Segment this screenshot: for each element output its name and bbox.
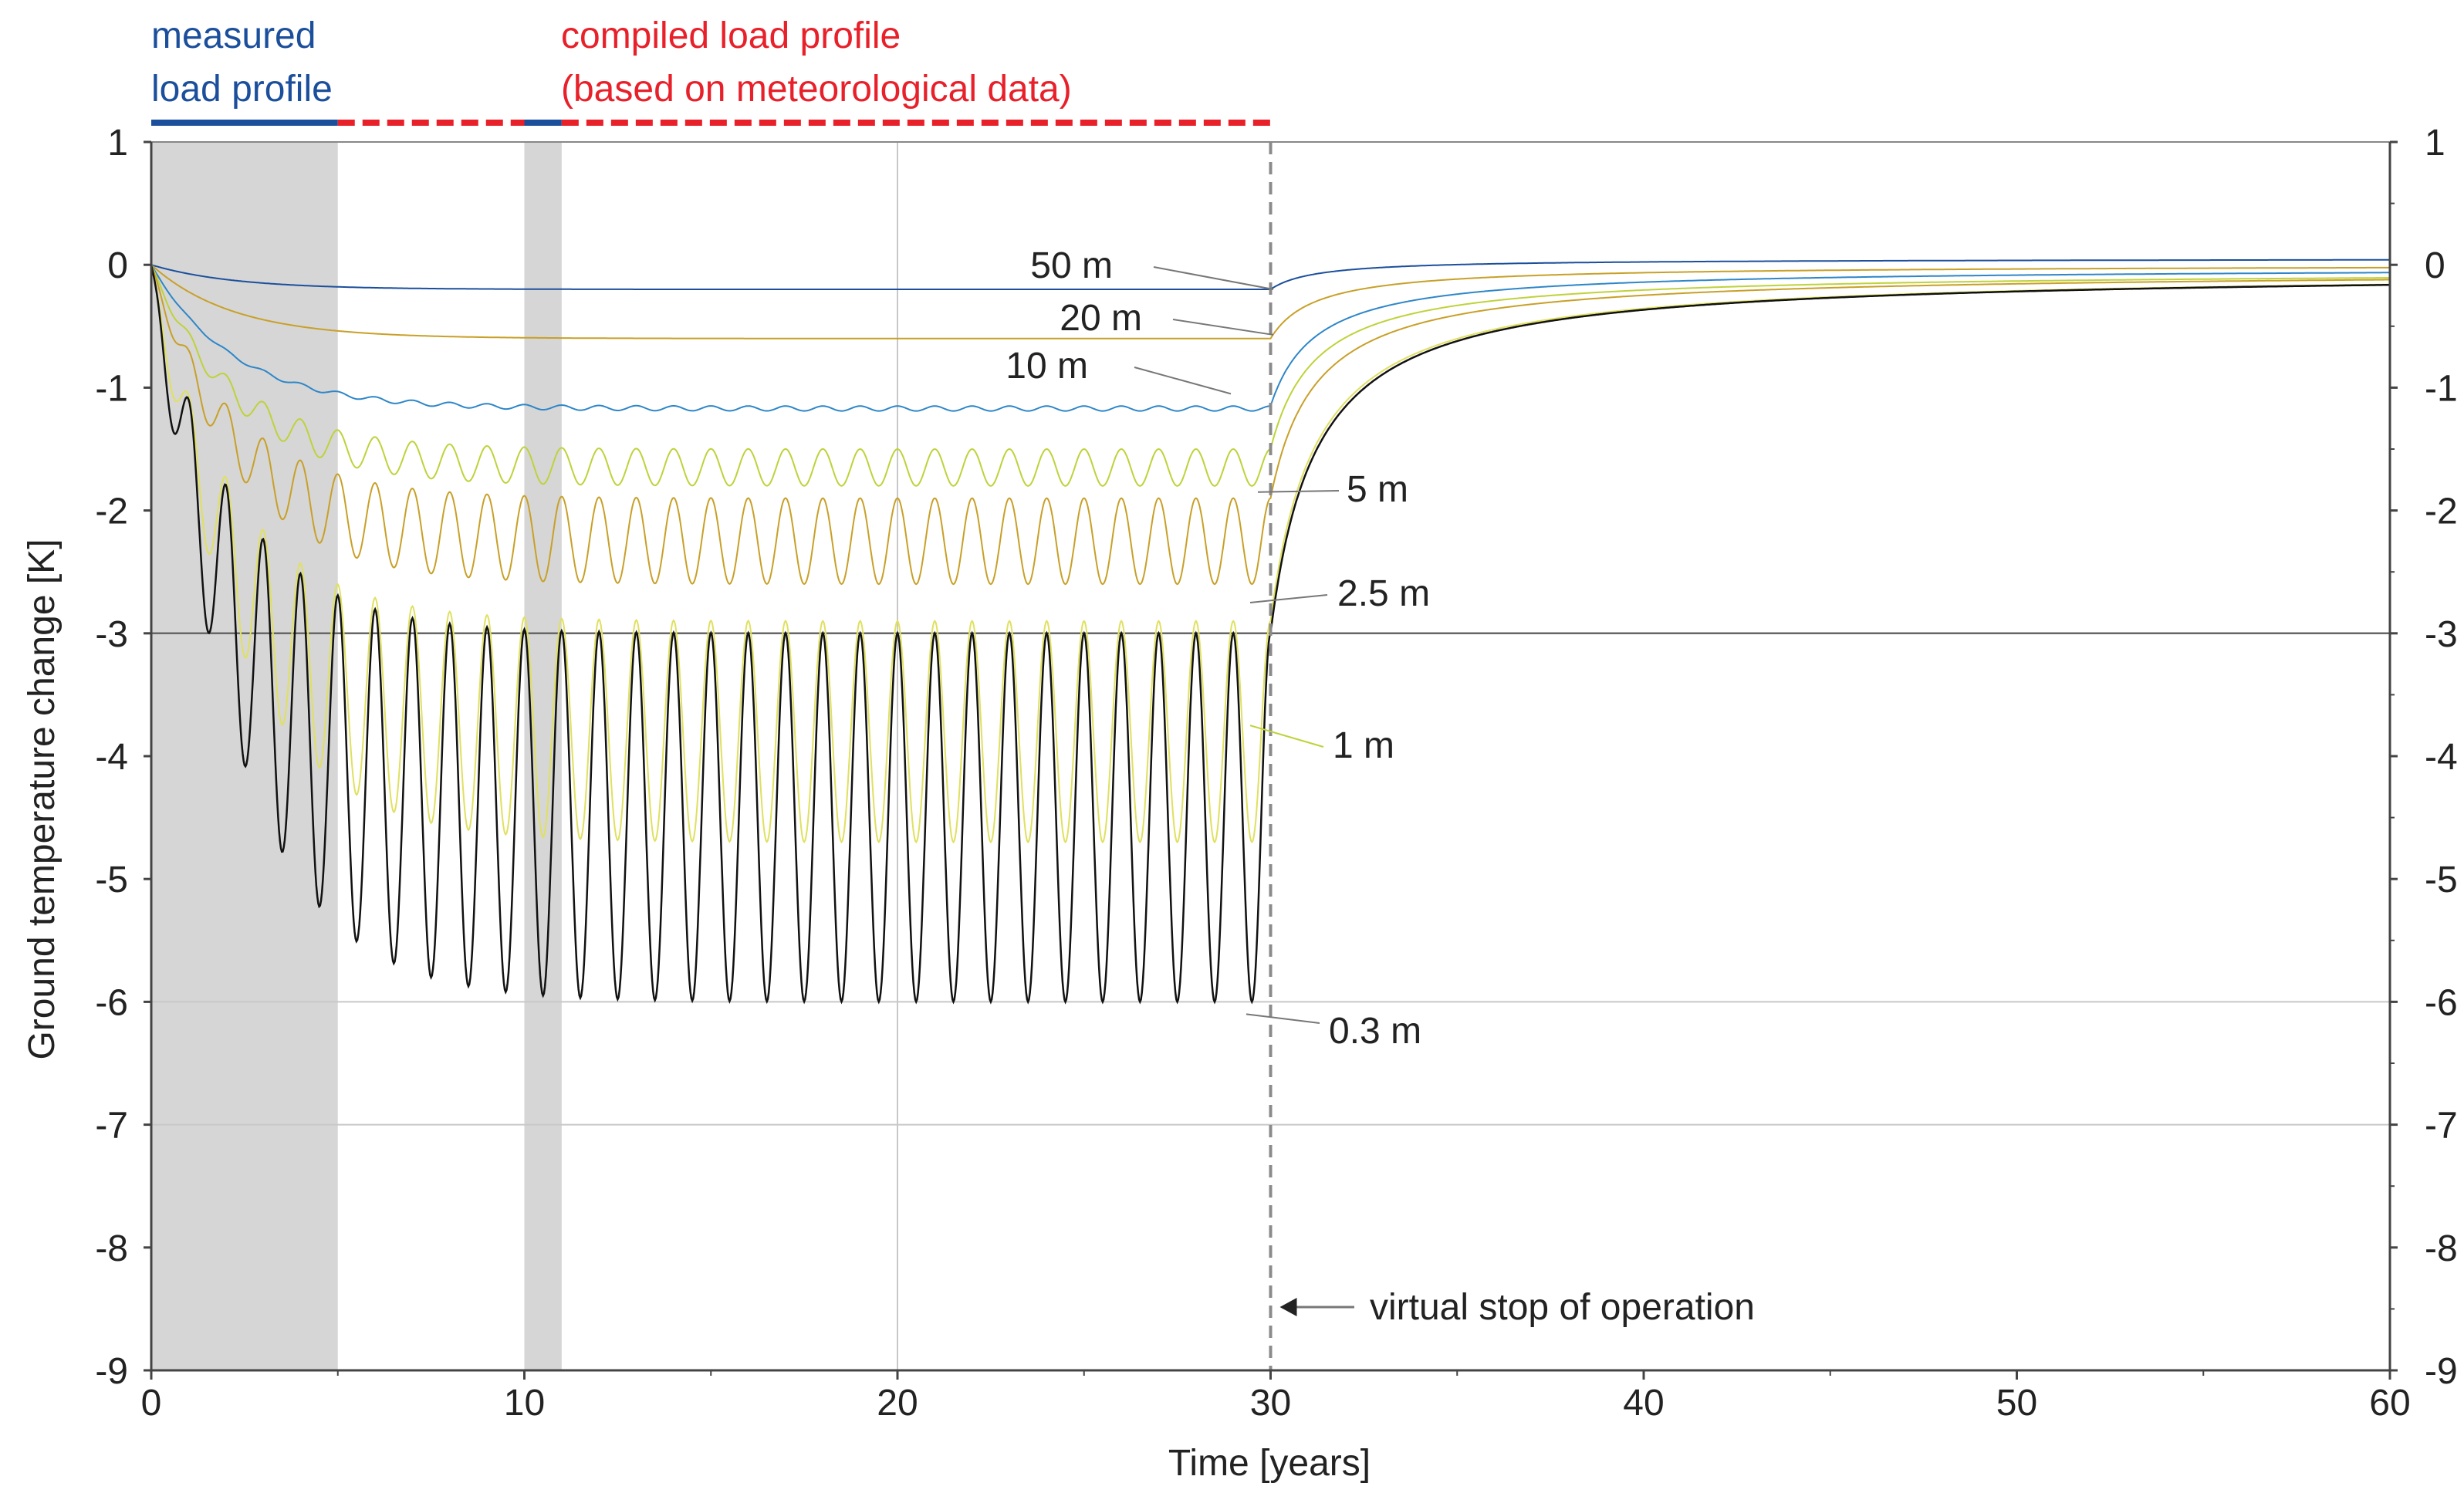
- y-tick-label-right: -2: [2425, 492, 2458, 532]
- series-lines: [150, 258, 2390, 1005]
- shaded-region-1: [524, 142, 562, 1370]
- y-tick-label-left: -2: [95, 492, 128, 532]
- series-leader-line: [1172, 319, 1274, 336]
- series-leader-line: [1134, 367, 1232, 395]
- series-leader-line: [1249, 594, 1328, 603]
- x-tick-label: 50: [1996, 1383, 2037, 1424]
- y-tick-label-left: -1: [95, 368, 128, 409]
- series-label: 50 m: [1030, 245, 1113, 286]
- series-leader-line: [1246, 1013, 1320, 1024]
- series-line-20-m: [150, 264, 2390, 339]
- stop-annotation: virtual stop of operation: [1279, 1287, 1755, 1328]
- y-tick-label-right: 1: [2425, 123, 2445, 164]
- shaded-regions: [151, 142, 562, 1370]
- stop-annotation-label: virtual stop of operation: [1370, 1287, 1755, 1328]
- series-label: 10 m: [1006, 346, 1088, 387]
- x-tick-label: 40: [1623, 1383, 1664, 1424]
- y-tick-label-right: -6: [2425, 982, 2458, 1023]
- y-tick-label-left: -7: [95, 1106, 128, 1147]
- stop-annotation-arrowhead: [1279, 1298, 1297, 1316]
- x-tick-label: 60: [2369, 1383, 2410, 1424]
- compiled-label-line2: (based on meteorological data): [561, 69, 1072, 110]
- series-label: 0.3 m: [1329, 1011, 1421, 1052]
- y-tick-label-right: -5: [2425, 860, 2458, 900]
- series-line-2-5-m: [150, 264, 2390, 586]
- series-label: 20 m: [1060, 298, 1142, 339]
- y-tick-label-right: -8: [2425, 1228, 2458, 1269]
- shaded-region-0: [151, 142, 338, 1370]
- y-tick-label-left: -6: [95, 982, 128, 1023]
- series-leader-line: [1257, 490, 1340, 493]
- series-label: 5 m: [1347, 469, 1408, 510]
- y-tick-label-right: -4: [2425, 737, 2458, 778]
- y-tick-label-right: 0: [2425, 245, 2445, 286]
- series-label: 2.5 m: [1337, 573, 1430, 614]
- y-tick-label-right: -1: [2425, 368, 2458, 409]
- y-tick-label-right: -3: [2425, 614, 2458, 655]
- series-leader-line: [1249, 725, 1324, 748]
- y-tick-label-left: -4: [95, 737, 128, 778]
- y-tick-label-left: 1: [107, 123, 128, 164]
- measured-label-line1: measured: [151, 15, 316, 56]
- y-tick-label-right: -9: [2425, 1351, 2458, 1392]
- y-tick-label-right: -7: [2425, 1106, 2458, 1147]
- y-tick-label-left: -5: [95, 860, 128, 900]
- series-leader-line: [1153, 266, 1274, 291]
- compiled-label-line1: compiled load profile: [561, 15, 901, 56]
- y-tick-label-left: -9: [95, 1351, 128, 1392]
- x-tick-label: 30: [1250, 1383, 1291, 1424]
- x-tick-label: 20: [877, 1383, 918, 1424]
- y-tick-label-left: -3: [95, 614, 128, 655]
- measured-label-line2: load profile: [151, 69, 333, 110]
- series-label: 1 m: [1333, 725, 1394, 766]
- x-axis-title: Time [years]: [1168, 1443, 1371, 1484]
- x-tick-label: 10: [504, 1383, 545, 1424]
- x-tick-label: 0: [141, 1383, 162, 1424]
- axes: 1 10 0-1 -1-2 -2-3 -3-4 -4-5 -5-6 -6-7 -7-8 -8-9 -9…: [95, 123, 2457, 1424]
- y-axis-title: Ground temperature change [K]: [22, 539, 63, 1059]
- y-tick-label-left: 0: [107, 245, 128, 286]
- series-labels: 50 m 20 m 10 m 5 m 2.5 m 1 m 0.3 m: [1006, 245, 1430, 1052]
- legend-header: measured load profile compiled load prof…: [151, 15, 1271, 126]
- y-tick-label-left: -8: [95, 1228, 128, 1269]
